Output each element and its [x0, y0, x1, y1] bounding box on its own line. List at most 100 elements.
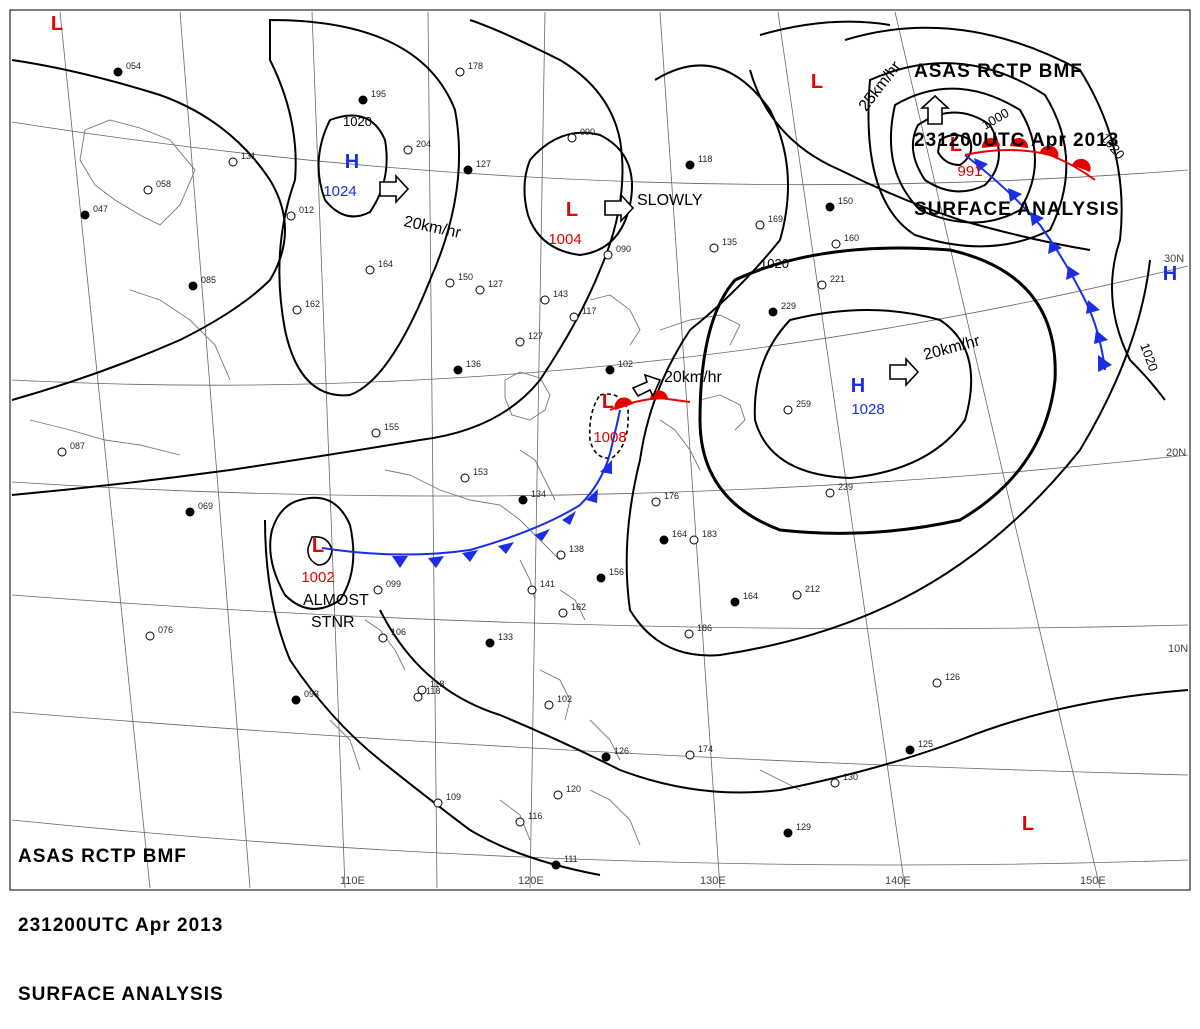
- longitude-line: [311, 11, 346, 889]
- station-pressure-readout: 183: [702, 529, 717, 539]
- chart-title-top: ASAS RCTP BMF 231200UTC Apr 2013 SURFACE…: [914, 14, 1120, 244]
- isobar-h1024-outer: [269, 18, 461, 397]
- station-pressure-readout: 054: [126, 61, 141, 71]
- movement-arrows: [379, 94, 951, 398]
- station-pressure-readout: 164: [378, 259, 393, 269]
- station-circle: [455, 67, 465, 77]
- longitude-label: 120E: [518, 875, 544, 887]
- station-circle: [556, 550, 566, 560]
- isobar-sw: [264, 519, 601, 876]
- isobar-991-3: [889, 87, 1036, 224]
- station-pressure-readout: 127: [476, 159, 491, 169]
- isobar-large: [625, 64, 1151, 657]
- isobar-l1004: [523, 131, 633, 257]
- station-circle: [358, 95, 368, 105]
- station-circle: [80, 210, 90, 220]
- station-circle: [783, 405, 793, 415]
- station-pressure-readout: 047: [93, 204, 108, 214]
- latitude-line: [11, 265, 1189, 386]
- arrow-icon: [379, 173, 410, 205]
- station-pressure-readout: 160: [844, 233, 859, 243]
- station-pressure-readout: 136: [466, 359, 481, 369]
- low-pressure-marker: L: [811, 71, 823, 93]
- station-pressure-readout: 229: [781, 301, 796, 311]
- station-pressure-readout: 127: [528, 331, 543, 341]
- station-pressure-readout: 118: [698, 154, 712, 164]
- station-pressure-readout: 134: [531, 489, 546, 499]
- title-line-3: SURFACE ANALYSIS: [914, 199, 1120, 220]
- station-pressure-readout: 141: [540, 579, 555, 589]
- surface-analysis-map: 054 131 058 047 164 150 127 204 178 195 162 127 136 1…: [9, 9, 1191, 891]
- station-pressure-readout: 117: [582, 306, 596, 316]
- station-circle: [831, 239, 841, 249]
- longitude-line: [777, 11, 906, 889]
- longitude-line: [529, 11, 546, 889]
- station-circle: [143, 185, 153, 195]
- longitude-label: 130E: [700, 875, 726, 887]
- isobar-south: [379, 609, 1189, 794]
- low-pressure-marker: L: [51, 13, 63, 35]
- fronts: [321, 137, 1112, 568]
- movement-label-l1002-line2: STNR: [311, 614, 355, 631]
- station-pressure-readout: 195: [371, 89, 386, 99]
- station-pressure-readout: 164: [672, 529, 687, 539]
- isobar-l1002: [269, 496, 355, 610]
- cold-front: [964, 154, 1106, 371]
- station-pressure-readout: 099: [386, 579, 401, 589]
- station-circle: [373, 585, 383, 595]
- latitude-label: 30N: [1164, 253, 1184, 265]
- station-pressure-readout: 156: [609, 567, 624, 577]
- station-pressure-readout: 090: [580, 127, 595, 137]
- station-circle: [569, 312, 579, 322]
- station-pressure-readout: 111: [564, 854, 578, 864]
- station-circle: [185, 507, 195, 517]
- station-pressure-readout: 131: [241, 151, 256, 161]
- station-circle: [755, 220, 765, 230]
- cold-front-barbs: [392, 158, 1112, 568]
- station-pressure-readout: 012: [299, 205, 314, 215]
- station-pressure-readout: 178: [468, 61, 483, 71]
- movement-label-l1002-line1: ALMOST: [303, 592, 369, 609]
- station-pressure-readout: 153: [473, 467, 488, 477]
- station-circle: [768, 307, 778, 317]
- station-pressure-readout: 120: [566, 784, 581, 794]
- station-pressure-readout: 106: [391, 627, 406, 637]
- station-circle: [905, 745, 915, 755]
- station-pressure-readout: 169: [768, 214, 783, 224]
- low-pressure-marker: L: [1022, 813, 1034, 835]
- station-circle: [730, 597, 740, 607]
- station-pressure-readout: 135: [722, 237, 737, 247]
- station-pressure-readout: 093: [304, 689, 319, 699]
- pressure-systems: H 1024 L 1004 L 1008 L 1002 H 1028 L 991 L L L H: [51, 13, 1177, 835]
- station-pressure-readout: 076: [158, 625, 173, 635]
- movement-label-l1008: 20km/hr: [664, 369, 722, 386]
- high-pressure-marker: H: [345, 151, 359, 173]
- chart-title-bottom: ASAS RCTP BMF 231200UTC Apr 2013 SURFACE…: [18, 799, 224, 1029]
- isobar-label: 1020: [343, 114, 372, 129]
- movement-labels: 20km/hr SLOWLY 20km/hr 20km/hr 25km/hr A…: [303, 58, 983, 631]
- title-line-1: ASAS RCTP BMF: [914, 61, 1083, 82]
- title-line-1: ASAS RCTP BMF: [18, 846, 187, 867]
- isobar-l1002-inner: [307, 535, 333, 566]
- longitude-line: [59, 11, 151, 889]
- station-circle: [830, 778, 840, 788]
- isobar-h1024-inner: [317, 114, 388, 218]
- station-circle: [684, 629, 694, 639]
- station-circle: [515, 817, 525, 827]
- longitude-line: [179, 11, 251, 889]
- isobar-h1028-inner: [753, 309, 973, 480]
- longitude-label: 140E: [885, 875, 911, 887]
- station-circle: [453, 365, 463, 375]
- station-circle: [188, 281, 198, 291]
- station-pressure-readout: 204: [416, 139, 431, 149]
- latitude-label: 10N: [1168, 643, 1188, 655]
- station-pressure-readout: 090: [616, 244, 631, 254]
- station-pressure-readout: 130: [843, 772, 858, 782]
- station-circle: [685, 160, 695, 170]
- title-line-2: 231200UTC Apr 2013: [18, 915, 224, 936]
- station-circle: [292, 305, 302, 315]
- station-circle: [605, 365, 615, 375]
- station-circle: [145, 631, 155, 641]
- pressure-value: 991: [957, 163, 982, 180]
- pressure-value: 1008: [593, 429, 626, 446]
